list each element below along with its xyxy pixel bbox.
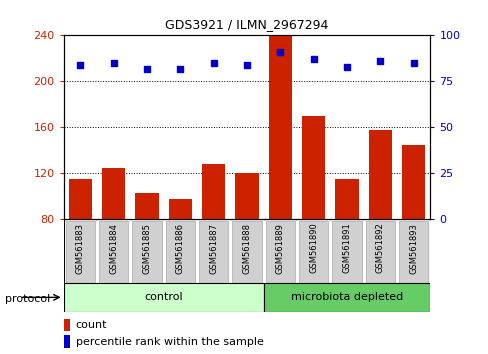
Point	[142, 66, 150, 72]
Bar	[365, 221, 394, 283]
Bar	[132, 221, 161, 283]
Point	[109, 60, 117, 66]
Title: GDS3921 / ILMN_2967294: GDS3921 / ILMN_2967294	[165, 18, 328, 32]
Text: count: count	[76, 320, 107, 330]
Bar	[63, 283, 263, 312]
Bar	[65, 221, 95, 283]
Text: GSM561889: GSM561889	[275, 223, 284, 274]
Point	[209, 60, 217, 66]
Bar	[199, 221, 228, 283]
Bar	[332, 221, 361, 283]
Bar	[102, 168, 125, 312]
Bar	[263, 283, 429, 312]
Text: control: control	[144, 292, 183, 302]
Point	[376, 58, 384, 64]
Bar	[335, 179, 358, 312]
Bar	[302, 116, 325, 312]
Text: microbiota depleted: microbiota depleted	[290, 292, 402, 302]
Point	[176, 66, 184, 72]
Bar	[135, 193, 158, 312]
Bar	[202, 164, 225, 312]
Point	[243, 62, 250, 68]
Point	[276, 49, 284, 55]
Bar	[63, 319, 70, 331]
Text: percentile rank within the sample: percentile rank within the sample	[76, 337, 263, 347]
Bar	[168, 199, 191, 312]
Text: GSM561893: GSM561893	[408, 223, 417, 274]
Bar	[235, 173, 258, 312]
Bar	[68, 179, 92, 312]
Bar	[99, 221, 128, 283]
Text: GSM561891: GSM561891	[342, 223, 351, 273]
Bar	[63, 335, 70, 348]
Point	[343, 64, 350, 69]
Text: GSM561892: GSM561892	[375, 223, 384, 273]
Bar	[298, 221, 327, 283]
Text: GSM561884: GSM561884	[109, 223, 118, 274]
Text: GSM561888: GSM561888	[242, 223, 251, 274]
Bar	[165, 221, 195, 283]
Text: GSM561890: GSM561890	[308, 223, 318, 273]
Text: protocol: protocol	[5, 294, 50, 304]
Point	[409, 60, 417, 66]
Bar	[268, 35, 291, 312]
Bar	[232, 221, 261, 283]
Bar	[401, 145, 425, 312]
Text: GSM561883: GSM561883	[76, 223, 84, 274]
Bar	[368, 130, 391, 312]
Bar	[265, 221, 294, 283]
Bar	[398, 221, 427, 283]
Text: GSM561887: GSM561887	[209, 223, 218, 274]
Text: GSM561886: GSM561886	[175, 223, 184, 274]
Text: GSM561885: GSM561885	[142, 223, 151, 274]
Point	[309, 57, 317, 62]
Point	[76, 62, 84, 68]
